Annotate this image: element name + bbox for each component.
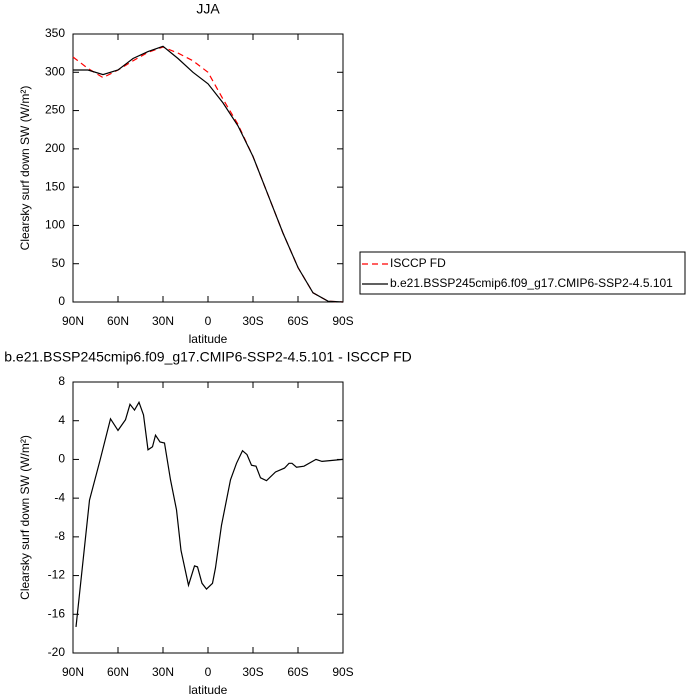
x-tick-label: 90S: [332, 314, 353, 328]
legend-label: ISCCP FD: [390, 256, 446, 270]
x-tick-label: 30N: [152, 314, 174, 328]
y-tick-label: 50: [52, 256, 66, 270]
plot-frame: [72, 33, 344, 303]
x-tick-label: 90S: [332, 665, 353, 679]
x-axis-label: latitude: [189, 332, 228, 346]
data-line: [72, 46, 344, 303]
legend-box: [359, 251, 686, 295]
y-axis-label: Clearsky surf down SW (W/m²): [18, 86, 32, 251]
y-tick-label: -12: [48, 568, 66, 582]
x-tick-label: 60S: [287, 314, 308, 328]
x-tick-label: 0: [205, 665, 212, 679]
data-line: [73, 45, 344, 303]
x-tick-label: 30S: [242, 665, 263, 679]
y-tick-label: -4: [54, 490, 65, 504]
x-tick-label: 60S: [287, 665, 308, 679]
x-axis-label: latitude: [189, 683, 228, 697]
y-tick-label: 300: [45, 64, 65, 78]
x-tick-label: 60N: [107, 665, 129, 679]
y-tick-label: 0: [58, 452, 65, 466]
plot-frame: [72, 381, 344, 654]
chart-title: JJA: [196, 1, 220, 17]
x-tick-label: 90N: [62, 665, 84, 679]
x-tick-label: 30N: [152, 665, 174, 679]
y-tick-label: -20: [48, 645, 66, 659]
x-tick-label: 60N: [107, 314, 129, 328]
y-tick-label: 350: [45, 26, 65, 40]
y-tick-label: 8: [58, 374, 65, 388]
y-tick-label: 150: [45, 179, 65, 193]
data-line: [75, 400, 344, 627]
legend-label: b.e21.BSSP245cmip6.f09_g17.CMIP6-SSP2-4.…: [390, 276, 673, 290]
y-tick-label: 0: [58, 294, 65, 308]
y-tick-label: -8: [54, 529, 65, 543]
x-tick-label: 30S: [242, 314, 263, 328]
y-tick-label: 4: [58, 413, 65, 427]
x-tick-label: 0: [205, 314, 212, 328]
y-axis-label: Clearsky surf down SW (W/m²): [18, 435, 32, 600]
y-tick-label: 250: [45, 103, 65, 117]
chart-title: b.e21.BSSP245cmip6.f09_g17.CMIP6-SSP2-4.…: [4, 349, 412, 365]
y-tick-label: -16: [48, 606, 66, 620]
x-tick-label: 90N: [62, 314, 84, 328]
y-tick-label: 100: [45, 218, 65, 232]
y-tick-label: 200: [45, 141, 65, 155]
